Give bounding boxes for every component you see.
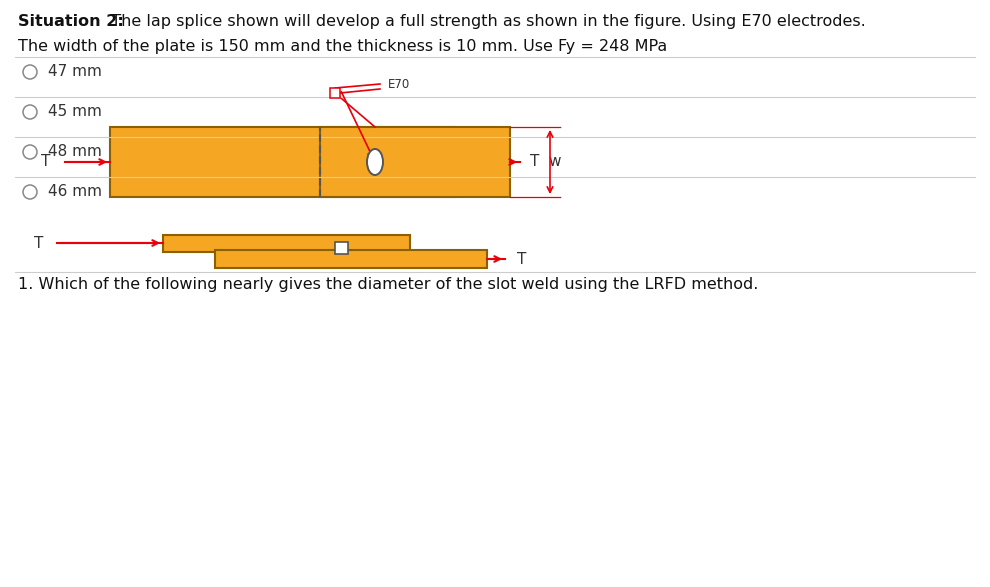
Bar	[330, 88, 340, 98]
Bar	[320, 127, 510, 197]
Text: E70: E70	[388, 77, 410, 90]
Ellipse shape	[367, 149, 383, 175]
Text: 48 mm: 48 mm	[48, 144, 102, 160]
Text: T: T	[530, 154, 540, 170]
Bar	[215, 250, 487, 268]
Text: The width of the plate is 150 mm and the thickness is 10 mm. Use Fy = 248 MPa: The width of the plate is 150 mm and the…	[18, 39, 667, 54]
Text: The lap splice shown will develop a full strength as shown in the figure. Using : The lap splice shown will develop a full…	[101, 14, 865, 29]
Text: 1. Which of the following nearly gives the diameter of the slot weld using the L: 1. Which of the following nearly gives t…	[18, 277, 758, 292]
Bar	[110, 127, 455, 197]
Text: 45 mm: 45 mm	[48, 104, 102, 120]
Text: T: T	[34, 235, 43, 251]
Bar	[335, 242, 348, 254]
Bar	[163, 235, 410, 252]
Text: w: w	[548, 154, 560, 170]
Text: 46 mm: 46 mm	[48, 184, 102, 200]
Text: 47 mm: 47 mm	[48, 65, 102, 79]
Text: Situation 2:: Situation 2:	[18, 14, 124, 29]
Text: T: T	[41, 154, 50, 170]
Text: T: T	[517, 251, 527, 266]
